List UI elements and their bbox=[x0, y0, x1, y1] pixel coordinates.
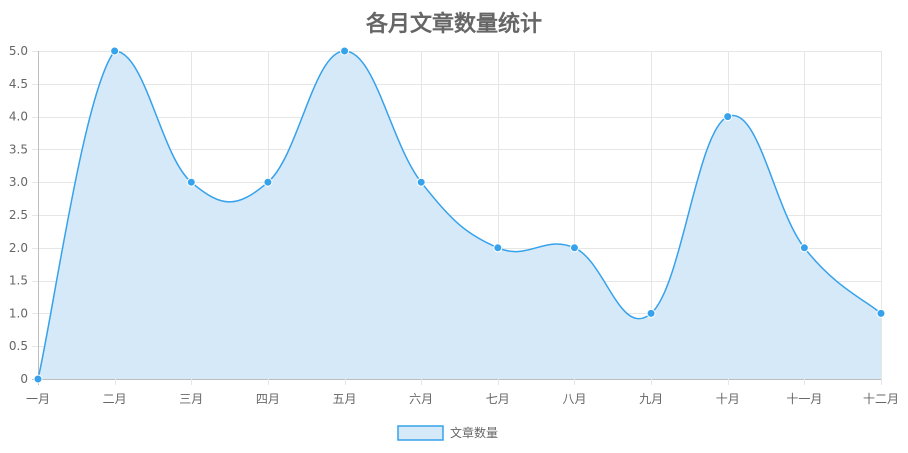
data-point-8[interactable] bbox=[569, 243, 579, 253]
x-tick-label: 十月 bbox=[716, 392, 740, 406]
data-point-10[interactable] bbox=[723, 112, 733, 122]
x-tick-label: 九月 bbox=[639, 392, 663, 406]
data-point-7[interactable] bbox=[493, 243, 503, 253]
y-tick-label: 3.0 bbox=[9, 175, 28, 189]
y-tick-label: 5.0 bbox=[9, 44, 28, 58]
y-tick-label: 0.5 bbox=[9, 339, 28, 353]
y-tick-label: 2.5 bbox=[9, 208, 28, 222]
legend-swatch[interactable] bbox=[397, 425, 444, 441]
x-tick-label: 三月 bbox=[179, 392, 203, 406]
data-point-4[interactable] bbox=[263, 177, 273, 187]
x-tick-label: 十一月 bbox=[786, 392, 822, 406]
y-tick-label: 1.5 bbox=[9, 274, 28, 288]
x-tick-label: 一月 bbox=[26, 392, 50, 406]
y-tick-label: 4.0 bbox=[9, 110, 28, 124]
series-fill bbox=[38, 51, 881, 379]
y-axis-ticks: 0 0.5 1.0 1.5 2.0 2.5 3.0 3.5 4.0 4.5 5.0 bbox=[9, 44, 28, 386]
data-point-5[interactable] bbox=[340, 46, 350, 56]
data-point-11[interactable] bbox=[799, 243, 809, 253]
x-tick-label: 十二月 bbox=[863, 392, 899, 406]
x-tick-label: 五月 bbox=[333, 392, 357, 406]
data-point-1[interactable] bbox=[33, 374, 43, 384]
x-tick-label: 四月 bbox=[256, 392, 280, 406]
data-point-12[interactable] bbox=[876, 308, 886, 318]
x-tick-label: 八月 bbox=[562, 392, 586, 406]
series-points bbox=[33, 46, 886, 384]
data-point-2[interactable] bbox=[110, 46, 120, 56]
data-point-9[interactable] bbox=[646, 308, 656, 318]
y-tick-label: 3.5 bbox=[9, 142, 28, 156]
legend[interactable]: 文章数量 bbox=[397, 425, 498, 441]
y-tick-label: 1.0 bbox=[9, 306, 28, 320]
x-tick-label: 六月 bbox=[409, 392, 433, 406]
chart-title: 各月文章数量统计 bbox=[365, 11, 542, 37]
y-tick-label: 4.5 bbox=[9, 77, 28, 91]
x-tick-label: 二月 bbox=[103, 392, 127, 406]
data-point-3[interactable] bbox=[186, 177, 196, 187]
x-axis-ticks: 一月 二月 三月 四月 五月 六月 七月 八月 九月 十月 十一月 十二月 bbox=[26, 392, 899, 406]
data-point-6[interactable] bbox=[416, 177, 426, 187]
y-tick-label: 2.0 bbox=[9, 241, 28, 255]
legend-label[interactable]: 文章数量 bbox=[450, 425, 498, 440]
x-tick-label: 七月 bbox=[486, 392, 510, 406]
y-tick-label: 0 bbox=[20, 372, 28, 386]
